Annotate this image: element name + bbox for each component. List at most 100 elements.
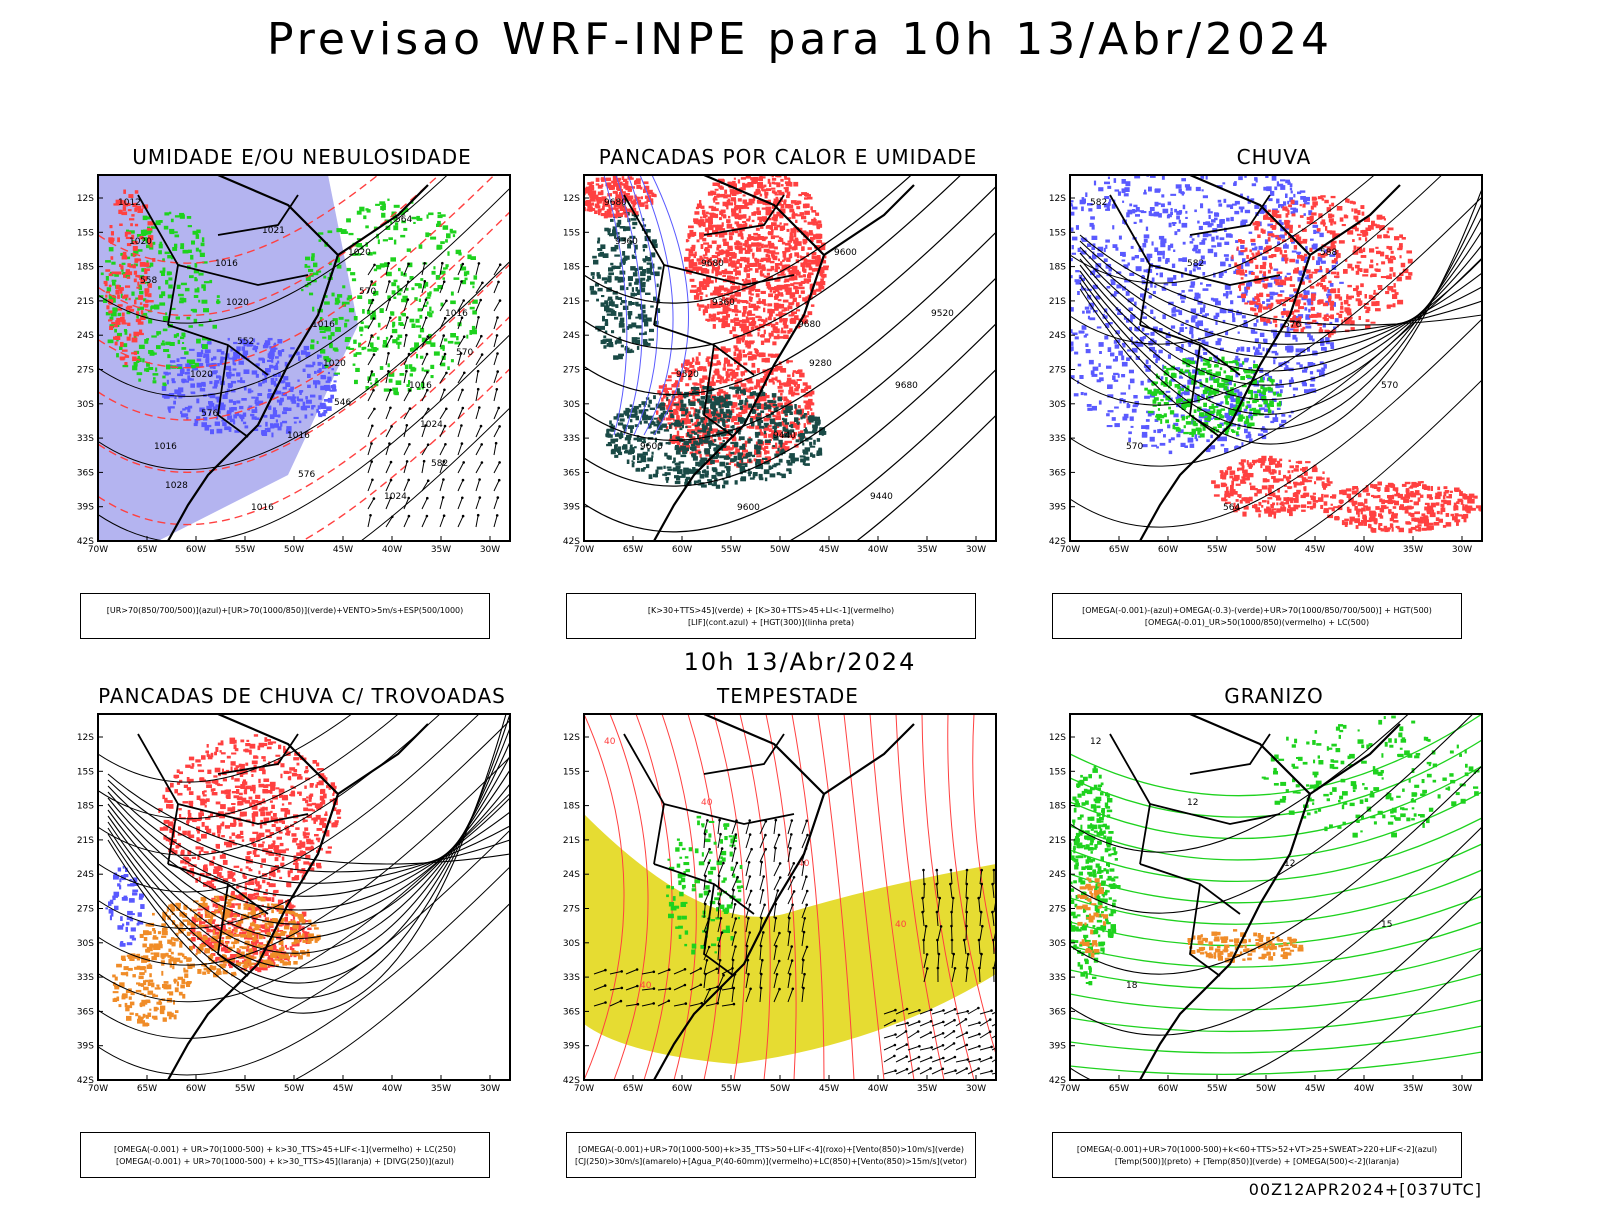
lon-label: 30W xyxy=(1452,545,1472,555)
lon-label: 60W xyxy=(186,545,206,555)
contour-label: 9280 xyxy=(809,359,832,369)
lon-label: 55W xyxy=(721,545,741,555)
lon-label: 65W xyxy=(623,545,643,555)
lat-label: 30S xyxy=(1049,400,1066,410)
lat-label: 39S xyxy=(563,1042,580,1052)
lat-label: 12S xyxy=(563,733,580,743)
contour-label: 1016 xyxy=(287,431,310,441)
contour-label: 1024 xyxy=(420,420,443,430)
contour-label: 9520 xyxy=(676,370,699,380)
coastline xyxy=(824,185,914,255)
lat-label: 21S xyxy=(563,297,580,307)
map-frame xyxy=(98,714,510,1080)
lon-label: 70W xyxy=(88,1084,108,1094)
temp850-contour xyxy=(1070,1052,1482,1074)
temp850-contour xyxy=(1070,896,1482,946)
panel-title: CHUVA xyxy=(1034,145,1514,169)
lat-label: 18S xyxy=(1049,802,1066,812)
panel-title: GRANIZO xyxy=(1034,684,1514,708)
lat-label: 24S xyxy=(77,870,94,880)
lon-label: 30W xyxy=(480,545,500,555)
contour-label: 18 xyxy=(1126,981,1138,991)
lat-label: 12S xyxy=(563,194,580,204)
legend-line: [OMEGA(-0.001)+UR>70(1000-500)+k<60+TTS>… xyxy=(1053,1144,1461,1156)
lat-label: 21S xyxy=(1049,836,1066,846)
panel-title: PANCADAS DE CHUVA C/ TROVOADAS xyxy=(62,684,542,708)
lon-label: 50W xyxy=(1256,545,1276,555)
map-layer: 9680968096809680960096009600952095209440… xyxy=(575,167,996,579)
lon-label: 60W xyxy=(186,1084,206,1094)
panel-title: PANCADAS POR CALOR E UMIDADE xyxy=(548,145,1028,169)
contour-label: 552 xyxy=(237,337,254,347)
contour-label: 1028 xyxy=(165,481,188,491)
lon-label: 70W xyxy=(1060,1084,1080,1094)
lon-label: 55W xyxy=(1207,545,1227,555)
lat-label: 33S xyxy=(563,434,580,444)
contour-label: 40 xyxy=(701,798,713,808)
contour-label: 9680 xyxy=(701,259,724,269)
lon-label: 65W xyxy=(1109,545,1129,555)
legend-box: [OMEGA(-0.001)-(azul)+OMEGA(-0.3)-(verde… xyxy=(1052,593,1462,639)
lon-label: 60W xyxy=(1158,1084,1178,1094)
contour-label: 1020 xyxy=(190,370,213,380)
contour-label: 1016 xyxy=(215,259,238,269)
lat-label: 33S xyxy=(77,973,94,983)
contour-label: 1016 xyxy=(445,309,468,319)
contour-label: 582 xyxy=(1187,259,1204,269)
lon-label: 50W xyxy=(770,545,790,555)
lat-label: 18S xyxy=(563,263,580,273)
lat-label: 12S xyxy=(77,194,94,204)
lat-label: 15S xyxy=(1049,228,1066,238)
legend-line: [OMEGA(-0.001)-(azul)+OMEGA(-0.3)-(verde… xyxy=(1053,605,1461,617)
contour-label: 576 xyxy=(298,470,315,480)
contour-label: 9360 xyxy=(615,237,638,247)
lat-label: 24S xyxy=(1049,870,1066,880)
lon-label: 40W xyxy=(1354,1084,1374,1094)
lon-label: 60W xyxy=(1158,545,1178,555)
legend-box: [K>30+TTS>45](verde) + [K>30+TTS>45+LI<-… xyxy=(566,593,976,639)
lat-label: 12S xyxy=(1049,194,1066,204)
map-granizo: 121212151812S15S18S21S24S27S30S33S36S39S… xyxy=(1034,706,1514,1118)
lat-label: 18S xyxy=(77,802,94,812)
lat-label: 30S xyxy=(1049,939,1066,949)
lon-label: 40W xyxy=(868,1084,888,1094)
contour-label: 40 xyxy=(604,737,616,747)
lat-label: 36S xyxy=(77,1007,94,1017)
legend-line: [UR>70(850/700/500)](azul)+[UR>70(1000/8… xyxy=(81,605,489,617)
lon-label: 65W xyxy=(623,1084,643,1094)
border-line xyxy=(1140,864,1240,914)
contour-label: 1016 xyxy=(312,320,335,330)
lat-label: 12S xyxy=(77,733,94,743)
lon-label: 45W xyxy=(1305,1084,1325,1094)
panel-title: UMIDADE E/OU NEBULOSIDADE xyxy=(62,145,542,169)
lat-label: 27S xyxy=(77,366,94,376)
panel-title: TEMPESTADE xyxy=(548,684,1028,708)
legend-line: [CJ(250)>30m/s](amarelo)+[Agua_P(40-60mm… xyxy=(567,1156,975,1168)
legend-line: [Temp(500)](preto) + [Temp(850)](verde) … xyxy=(1053,1156,1461,1168)
lat-label: 24S xyxy=(563,331,580,341)
contour-label: 1016 xyxy=(409,381,432,391)
contour-label: 1012 xyxy=(118,198,141,208)
lat-label: 15S xyxy=(77,228,94,238)
contour-label: 558 xyxy=(140,276,157,286)
lat-label: 39S xyxy=(77,503,94,513)
lat-label: 36S xyxy=(563,1007,580,1017)
lon-label: 55W xyxy=(721,1084,741,1094)
lat-label: 12S xyxy=(1049,733,1066,743)
contour-label: 1020 xyxy=(129,237,152,247)
lon-label: 50W xyxy=(284,545,304,555)
lon-label: 70W xyxy=(574,545,594,555)
temp850-contour xyxy=(1070,1000,1482,1031)
lon-label: 30W xyxy=(1452,1084,1472,1094)
contour-label: 1016 xyxy=(251,503,274,513)
lat-label: 30S xyxy=(563,939,580,949)
contour-label: 40 xyxy=(640,981,652,991)
lon-label: 35W xyxy=(431,1084,451,1094)
lat-label: 36S xyxy=(1049,1007,1066,1017)
lon-label: 50W xyxy=(284,1084,304,1094)
lat-label: 39S xyxy=(563,503,580,513)
